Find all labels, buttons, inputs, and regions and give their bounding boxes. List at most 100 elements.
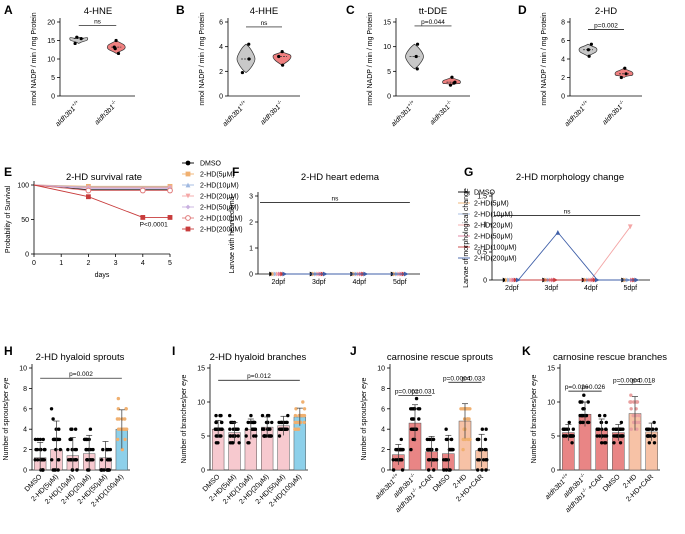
data-point [461,437,465,442]
x-axis-label: days [95,272,110,279]
data-point [101,447,105,452]
data-point [570,441,574,445]
data-point [244,427,249,431]
data-point [484,458,488,462]
data-point [240,70,245,75]
legend-entry: 2-HD(100μM) [474,245,517,252]
data-point [99,458,104,462]
data-point [646,427,650,431]
data-point [578,400,582,404]
significance-label: p=0.0004 [443,375,471,382]
data-point [36,437,40,442]
data-point [599,441,604,445]
y-tick-label: 2 [381,447,385,454]
data-point [425,437,430,442]
data-point [279,427,284,431]
data-point [41,468,45,472]
panel-title: 2-HD [595,6,617,17]
data-point [228,434,232,438]
y-tick-label: 1 [249,246,253,253]
marker [185,160,191,166]
y-tick-label: 0 [483,278,487,285]
marker [363,271,369,277]
panel-title: carnosine rescue branches [553,352,667,363]
y-tick-label: 4 [381,427,385,434]
data-point [461,447,465,452]
y-tick-label: 5 [387,69,391,76]
data-point [265,427,270,431]
y-tick-label: 10 [197,400,205,407]
legend-entry: DMSO [474,190,496,197]
data-point [409,447,413,452]
y-tick-label: 2 [561,75,565,82]
x-tick-label: 4 [141,260,145,267]
data-point [219,434,223,438]
data-point [635,420,639,425]
data-point [442,458,446,462]
category-label: aldh3b1-/- [600,99,628,127]
data-point [75,468,79,472]
data-point [417,407,422,411]
y-tick-label: 0 [23,468,27,475]
data-point [444,427,448,431]
significance-label: p=0.031 [411,389,435,396]
series-line [511,226,631,281]
data-point [285,427,289,431]
series-line [33,184,170,218]
data-point [623,66,627,70]
data-point [70,427,74,431]
data-point [228,413,232,418]
data-point [294,407,298,411]
panel-label: I [172,344,175,358]
panel-label: F [232,165,239,179]
data-point [105,447,109,452]
panel-A: A 4-HNE 0 5 10 15 20 nmol NADP / min / mg Prote… [4,3,135,128]
data-point [415,42,420,46]
y-axis-label: nmol NADP / min / mg Protein [199,12,206,105]
data-point [237,441,241,445]
legend-entry: 2-HD(10μM) [474,212,513,219]
x-tick-label: 5dpf [623,285,637,292]
data-point [293,420,297,425]
y-axis-label: Number of branches/per eye [531,375,538,464]
data-point [603,441,608,445]
panel-title: 4-HHE [250,6,279,17]
data-point [647,441,652,445]
y-tick-label: 8 [561,20,565,27]
data-point [409,427,414,431]
data-point [448,83,453,87]
marker [139,187,146,194]
data-point [39,447,43,452]
y-tick-label: 8 [381,386,385,393]
significance-label: ns [94,19,102,26]
data-point [426,468,431,472]
data-point [475,468,480,472]
y-tick-label: 0 [387,94,391,101]
data-point [220,427,224,431]
significance-label: p=0.012 [247,373,271,380]
category-label: aldh3b1-/- [428,99,456,127]
y-axis-label: Number of sprouts/per eye [361,377,368,460]
data-point [452,81,456,85]
x-tick-label: 2 [86,260,90,267]
data-point [233,427,237,431]
panel-H: H 2-HD hyaloid sprouts 0 2 4 6 8 10 Number of sp… [3,344,130,508]
data-point [54,447,58,452]
y-tick-label: 20 [47,20,55,27]
data-point [629,400,633,404]
y-tick-label: 0 [381,468,385,475]
data-point [459,407,463,411]
data-point [247,57,251,61]
data-point [246,420,250,425]
data-point [115,437,120,442]
data-point [399,447,404,452]
data-point [481,458,486,462]
y-tick-label: 10 [383,44,391,51]
panel-title: 2-HD hyaloid branches [210,352,307,363]
panel-label: D [518,3,527,17]
data-point [262,427,266,431]
panel-title: 4-HNE [84,6,113,17]
